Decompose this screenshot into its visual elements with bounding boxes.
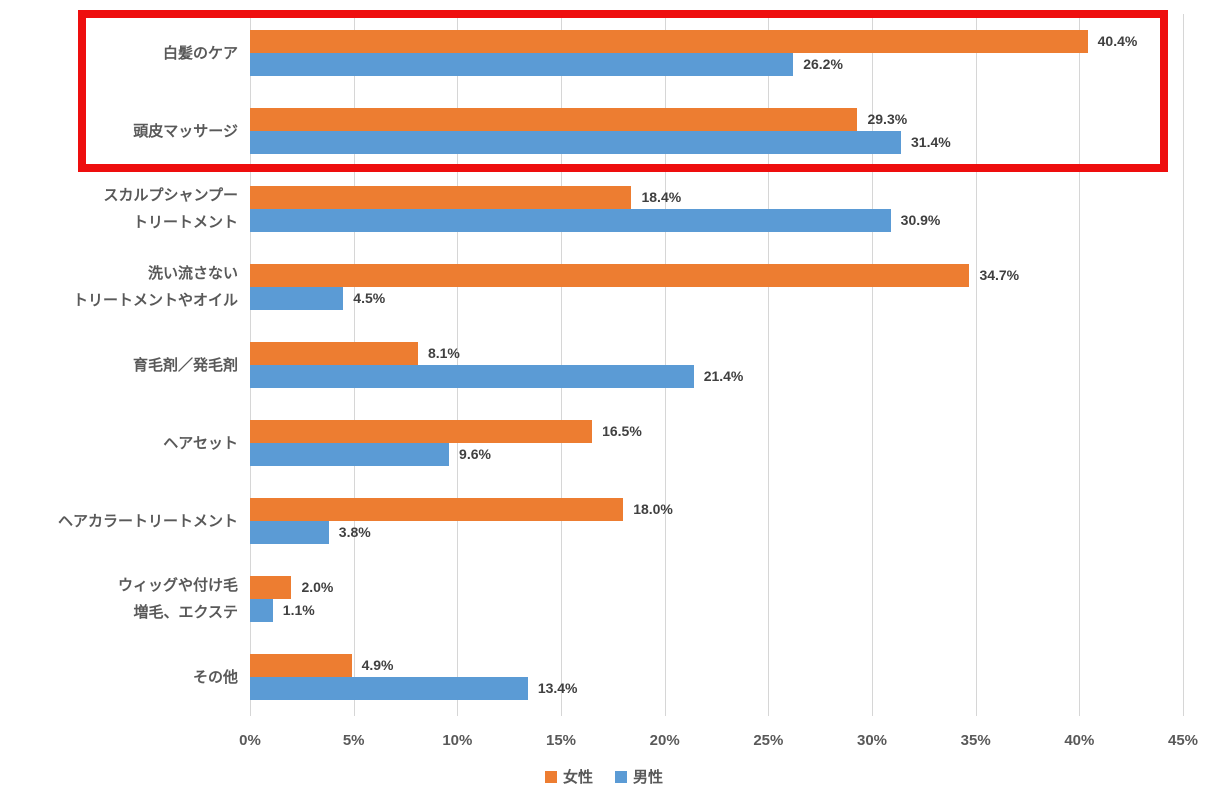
legend-swatch-icon: [615, 770, 627, 783]
bar-男性-スカルプシャンプー: [250, 209, 891, 232]
x-axis-tick-label: 25%: [753, 732, 784, 749]
bar-男性-育毛剤／発毛剤: [250, 365, 694, 388]
category-label: 洗い流さない トリートメントやオイル: [72, 265, 238, 309]
category-label: スカルプシャンプー トリートメント: [103, 187, 238, 231]
value-label: 21.4%: [703, 368, 744, 384]
plot-area: 40.4% 26.2% 29.3% 31.4% 18.4% 30.9% 34.7% 4.5% 8…: [250, 14, 1184, 716]
bar-女性-白髪のケア: [250, 30, 1088, 53]
value-label: 31.4%: [911, 134, 951, 150]
x-axis-tick-label: 40%: [1064, 732, 1095, 749]
value-label: 8.1%: [427, 345, 460, 361]
x-axis-tick-label: 10%: [442, 732, 473, 749]
legend-swatch-icon: [544, 770, 557, 783]
category-label: 頭皮マッサージ: [133, 122, 238, 140]
value-label: 34.7%: [979, 267, 1020, 283]
x-axis-tick-label: 30%: [856, 732, 888, 749]
bar-男性-洗い流さない: [250, 287, 344, 310]
bar-男性-その他: [250, 677, 528, 700]
value-label: 18.4%: [641, 189, 682, 205]
bar-男性-白髪のケア: [250, 53, 794, 76]
value-label: 29.3%: [867, 111, 908, 127]
value-label: 1.1%: [282, 602, 315, 618]
legend-item-女性: 女性: [544, 766, 593, 787]
value-label: 13.4%: [537, 680, 578, 696]
value-label: 4.5%: [353, 290, 386, 306]
gridline: [1079, 14, 1081, 716]
x-axis-tick-label: 15%: [545, 732, 577, 749]
value-label: 30.9%: [900, 212, 941, 228]
chart-legend: 女性 男性: [0, 766, 1208, 787]
bar-女性-その他: [250, 654, 352, 677]
value-label: 18.0%: [633, 501, 673, 517]
x-axis-tick-label: 45%: [1167, 732, 1199, 749]
bar-女性-頭皮マッサージ: [250, 108, 858, 131]
value-label: 3.8%: [338, 524, 371, 540]
value-label: 9.6%: [459, 446, 491, 462]
category-label: ヘアセット: [163, 434, 238, 452]
category-label: 白髪のケア: [162, 44, 238, 62]
gridline: [872, 14, 873, 716]
x-axis-tick-label: 5%: [342, 732, 365, 749]
x-axis-tick-label: 0%: [239, 732, 261, 749]
bar-女性-育毛剤／発毛剤: [250, 342, 418, 365]
legend-item-男性: 男性: [615, 766, 663, 787]
value-label: 16.5%: [602, 423, 642, 439]
gridline: [768, 14, 770, 716]
value-label: 40.4%: [1097, 33, 1138, 49]
bar-女性-ヘアカラートリートメント: [250, 498, 624, 521]
category-label: ウィッグや付け毛 増毛、エクステ: [117, 577, 238, 621]
value-label: 4.9%: [361, 657, 394, 673]
bar-男性-ヘアカラートリートメント: [250, 521, 329, 544]
bar-女性-洗い流さない: [250, 264, 970, 287]
category-label: その他: [192, 668, 238, 686]
x-axis-tick-label: 20%: [649, 732, 680, 749]
bar-女性-スカルプシャンプー: [250, 186, 632, 209]
x-axis-tick-label: 35%: [960, 732, 991, 749]
category-label: 育毛剤／発毛剤: [132, 356, 238, 374]
bar-男性-ヘアセット: [250, 443, 450, 466]
bar-女性-ウィッグや付け毛: [250, 576, 292, 599]
legend-label: 男性: [633, 769, 664, 786]
bar-男性-ウィッグや付け毛: [250, 599, 273, 622]
legend-label: 女性: [562, 769, 593, 786]
gridline: [975, 14, 977, 716]
bar-男性-頭皮マッサージ: [250, 131, 902, 154]
category-label: ヘアカラートリートメント: [57, 512, 238, 530]
value-label: 26.2%: [803, 56, 843, 72]
bar-女性-ヘアセット: [250, 420, 593, 443]
value-label: 2.0%: [301, 579, 334, 595]
gridline: [1183, 14, 1184, 716]
